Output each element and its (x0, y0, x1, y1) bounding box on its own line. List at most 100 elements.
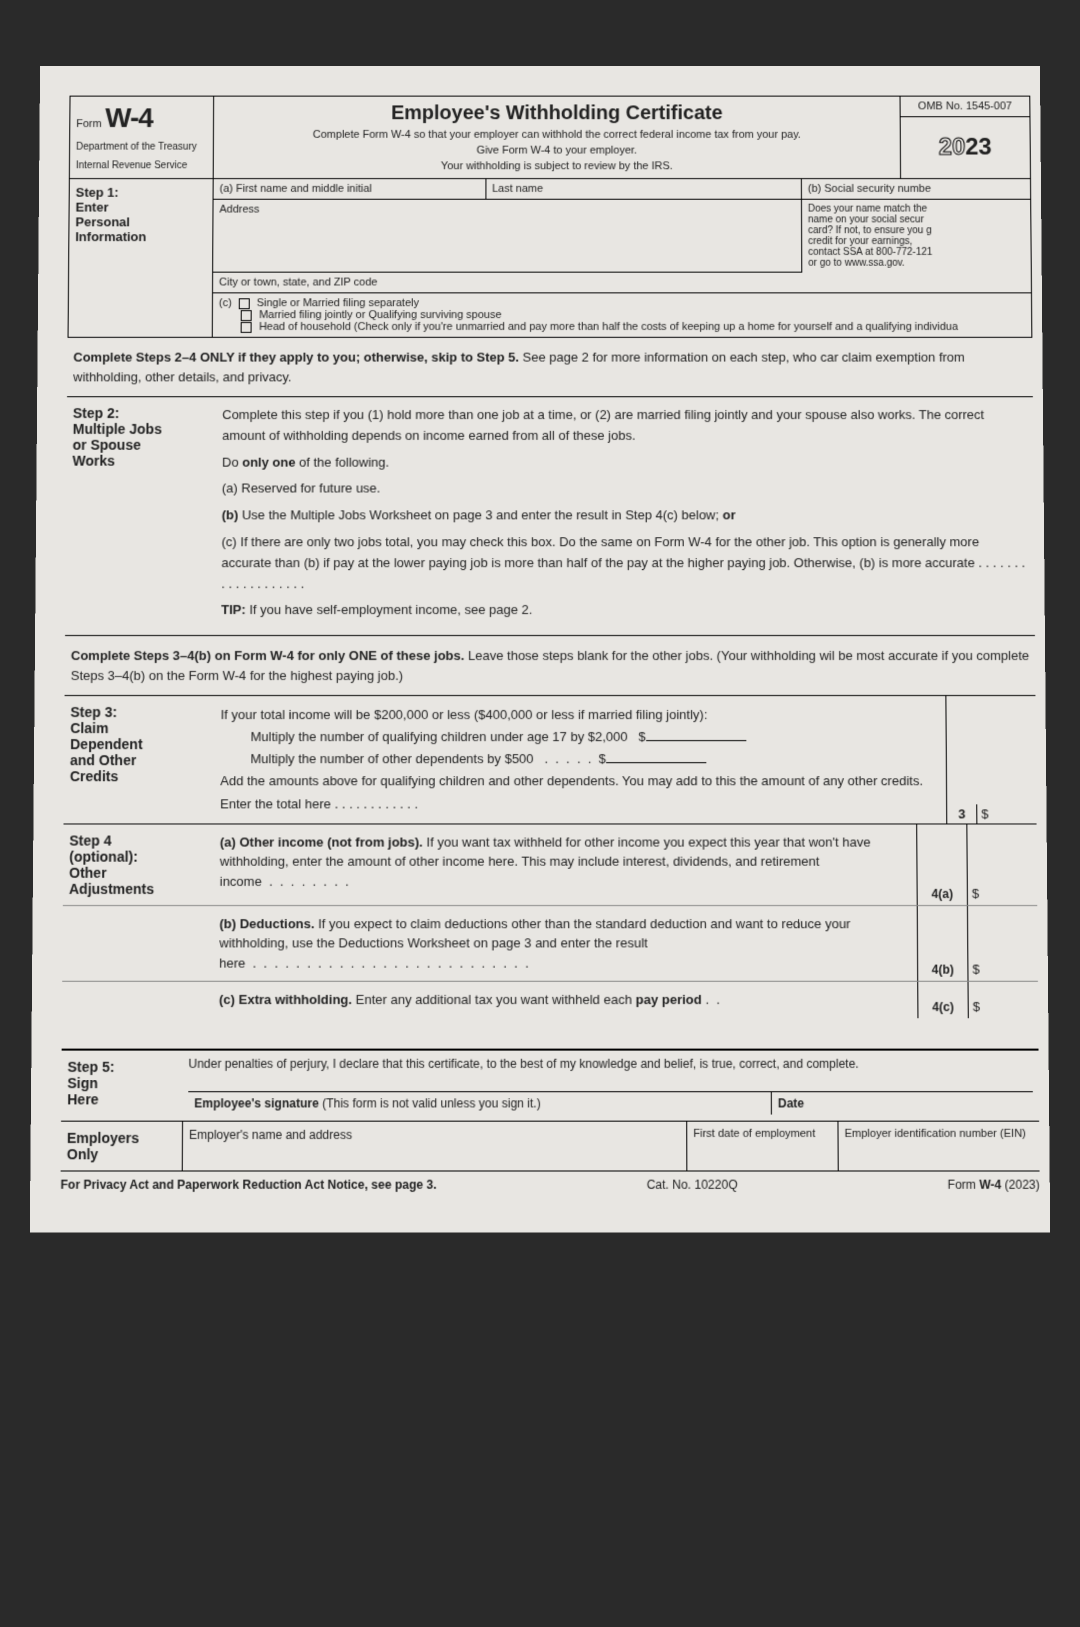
step3-t1: Step 3: (70, 704, 117, 720)
dept2: Internal Revenue Service (76, 160, 207, 171)
step4-t4: Adjustments (69, 880, 154, 896)
step4: Step 4 (optional): Other Adjustments (a)… (62, 823, 1038, 1018)
step3-dependents-input[interactable] (606, 763, 706, 764)
match6: or go to www.ssa.gov. (808, 258, 905, 269)
footer-right: Form W-4 (2023) (948, 1177, 1040, 1191)
step3-t2: Claim (70, 720, 108, 736)
step1-fields: (a) First name and middle initial Last n… (213, 179, 1032, 337)
employer-name-field[interactable]: Employer's name and address (182, 1121, 687, 1170)
step4-c-box: 4(c) (917, 982, 968, 1018)
hoh-checkbox[interactable] (241, 322, 252, 333)
c-label: (c) (219, 297, 232, 309)
step4-b-box: 4(b) (917, 906, 968, 981)
step3-boxnum: 3 (947, 804, 977, 823)
step4-c-val[interactable]: $ (968, 982, 1039, 1018)
step2-body: Complete this step if you (1) hold more … (221, 405, 1029, 627)
step3-body: If your total income will be $200,000 or… (214, 696, 946, 823)
step5: Step 5: Sign Here Under penalties of per… (61, 1048, 1039, 1120)
ssn-field[interactable]: (b) Social security numbe (802, 179, 1030, 200)
step1-info: Information (75, 229, 146, 244)
step3-children-input[interactable] (646, 740, 746, 741)
step3-p3: Multiply the number of other dependents … (220, 748, 940, 770)
match3: card? If not, to ensure you g (808, 225, 932, 236)
form-word: Form (76, 118, 102, 130)
employers-title: Employers Only (61, 1121, 182, 1170)
step2-p2: Do only one of the following. (222, 452, 1028, 473)
year-outline: 20 (939, 134, 966, 162)
match2: name on your social secur (808, 214, 924, 225)
step3-t4: and Other (70, 752, 136, 768)
right-header: OMB No. 1545-007 2023 (901, 97, 1030, 178)
single-checkbox[interactable] (239, 298, 250, 309)
step4-a: (a) Other income (not from jobs). If you… (214, 824, 917, 905)
step4-title: Step 4 (optional): Other Adjustments (63, 824, 214, 905)
step5-declare: Under penalties of perjury, I declare th… (188, 1056, 1032, 1070)
dept1: Department of the Treasury (76, 142, 207, 153)
step4-t3: Other (69, 864, 107, 880)
step2-a: (a) Reserved for future use. (222, 479, 1028, 500)
step3-p1: If your total income will be $200,000 or… (221, 704, 940, 726)
footer: For Privacy Act and Paperwork Reduction … (60, 1170, 1039, 1191)
step2-t4: Works (72, 453, 115, 469)
step1-personal: Personal (75, 214, 130, 229)
ein-field[interactable]: Employer identification number (EIN) (837, 1121, 1039, 1170)
sub3: Your withholding is subject to review by… (224, 160, 890, 172)
step2: Step 2: Multiple Jobs or Spouse Works Co… (65, 396, 1035, 635)
sub1: Complete Form W-4 so that your employer … (224, 129, 890, 141)
step3-boxval[interactable]: $ (977, 804, 1036, 823)
first-name-field[interactable]: (a) First name and middle initial (214, 179, 487, 200)
step4-a-box: 4(a) (916, 824, 967, 905)
form-id-block: Form W-4 Department of the Treasury Inte… (70, 97, 214, 178)
address-field[interactable]: Address (213, 200, 802, 273)
step3-p4: Add the amounts above for qualifying chi… (220, 771, 940, 815)
step3: Step 3: Claim Dependent and Other Credit… (64, 695, 1037, 823)
city-field[interactable]: City or town, state, and ZIP code (213, 273, 1031, 294)
step5-t3: Here (67, 1091, 99, 1107)
omb: OMB No. 1545-007 (901, 97, 1030, 118)
title-block: Employee's Withholding Certificate Compl… (214, 97, 901, 178)
footer-mid: Cat. No. 10220Q (647, 1177, 738, 1191)
date-field[interactable]: Date (771, 1092, 1033, 1114)
step2-b: (b) Use the Multiple Jobs Worksheet on p… (222, 506, 1028, 527)
date-label: Date (778, 1096, 804, 1110)
step2-t1: Step 2: (73, 405, 120, 421)
step5-t2: Sign (67, 1075, 98, 1091)
main-title: Employee's Withholding Certificate (224, 102, 890, 125)
year-bold: 23 (965, 134, 992, 162)
step2-p1: Complete this step if you (1) hold more … (222, 405, 1027, 446)
header: Form W-4 Department of the Treasury Inte… (69, 96, 1031, 179)
step3-p2: Multiply the number of qualifying childr… (220, 726, 939, 748)
name-match-note: Does your name match the name on your so… (802, 200, 1031, 273)
match5: contact SSA at 800-772-121 (808, 247, 932, 258)
step5-t1: Step 5: (67, 1058, 114, 1074)
step1-label: Step 1: Enter Personal Information (69, 179, 214, 337)
employers-only: Employers Only Employer's name and addre… (61, 1120, 1040, 1170)
step2-title: Step 2: Multiple Jobs or Spouse Works (71, 405, 222, 627)
step4-b-val[interactable]: $ (967, 906, 1038, 981)
step4-c: (c) Extra withholding. Enter any additio… (213, 982, 918, 1018)
step1: Step 1: Enter Personal Information (a) F… (68, 179, 1033, 338)
footer-left: For Privacy Act and Paperwork Reduction … (60, 1177, 436, 1191)
emp-t2: Only (67, 1146, 99, 1162)
step2-t3: or Spouse (73, 437, 141, 453)
step4-a-val[interactable]: $ (966, 824, 1037, 905)
step4-t1: Step 4 (69, 832, 111, 848)
step2-t2: Multiple Jobs (73, 421, 162, 437)
step5-body: Under penalties of perjury, I declare th… (182, 1050, 1039, 1120)
year: 2023 (901, 117, 1030, 178)
hoh-label: Head of household (Check only if you're … (259, 321, 958, 333)
married-label: Married filing jointly or Qualifying sur… (259, 309, 502, 321)
signature-field[interactable]: Employee's signature (This form is not v… (188, 1092, 771, 1114)
married-checkbox[interactable] (241, 310, 252, 321)
step1-enter: Enter (76, 200, 109, 215)
instructions-24: Complete Steps 2–4 ONLY if they apply to… (67, 338, 1033, 396)
instructions-34: Complete Steps 3–4(b) on Form W-4 for on… (65, 635, 1036, 695)
match4: credit for your earnings, (808, 236, 912, 247)
w4-form: Form W-4 Department of the Treasury Inte… (30, 66, 1050, 1232)
first-date-field[interactable]: First date of employment (686, 1121, 838, 1170)
step3-t5: Credits (70, 768, 118, 784)
last-name-field[interactable]: Last name (486, 179, 802, 200)
single-label: Single or Married filing separately (257, 297, 419, 309)
sub2: Give Form W-4 to your employer. (224, 145, 890, 157)
step5-title: Step 5: Sign Here (61, 1050, 182, 1120)
